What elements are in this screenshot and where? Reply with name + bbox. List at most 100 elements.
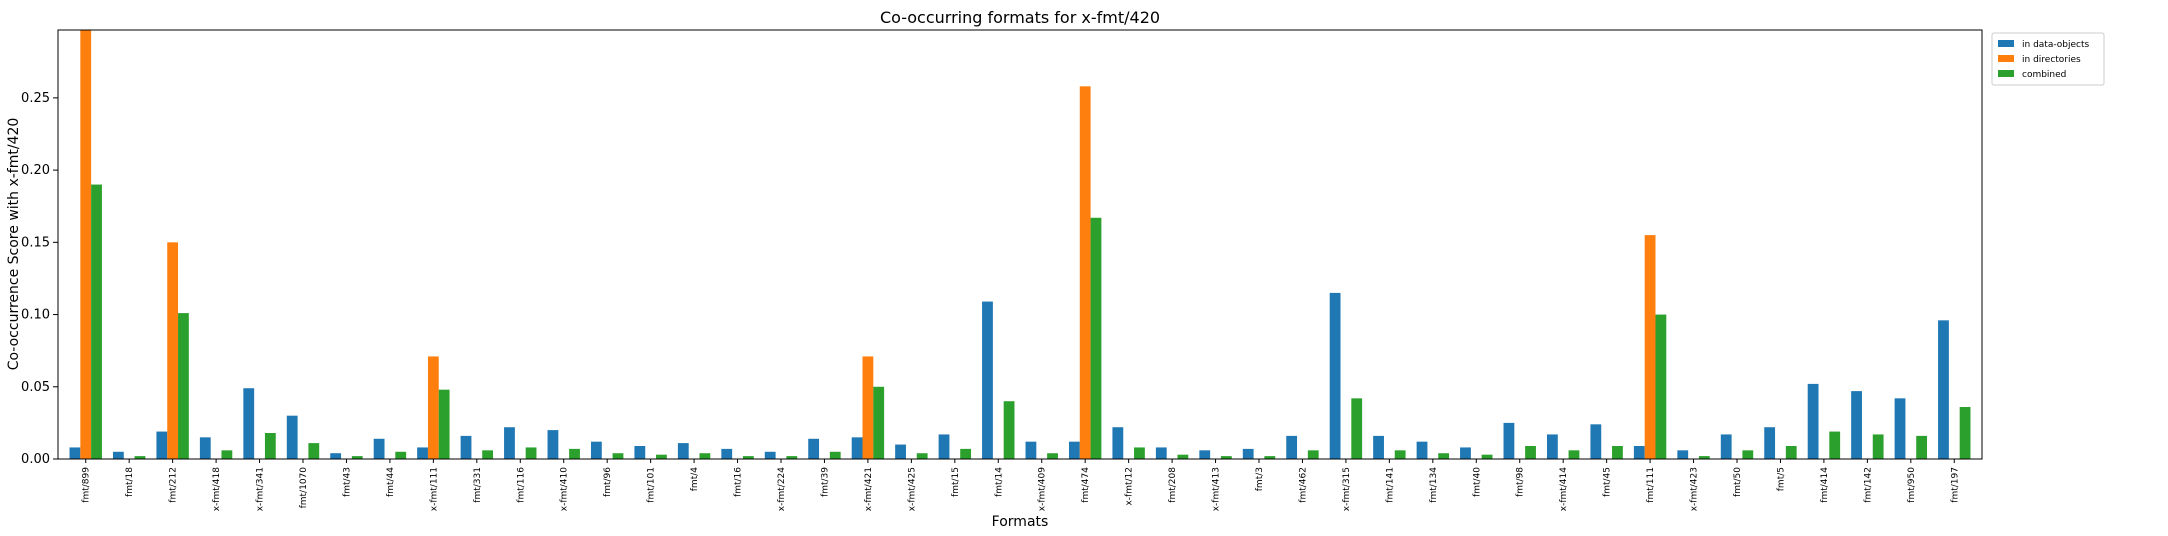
- bar-combined-fmt-197: [1959, 407, 1971, 459]
- legend-frame: [1991, 32, 2105, 86]
- bar-in-data-objects-fmt-116: [504, 427, 515, 459]
- x-tick-label: fmt/950: [1907, 467, 1917, 503]
- bar-combined-fmt-116: [525, 447, 537, 459]
- x-tick-label: fmt/101: [647, 467, 657, 503]
- y-tick-label: 0.25: [21, 91, 50, 106]
- plot-frame: [57, 29, 1983, 460]
- bar-in-data-objects-fmt-899: [69, 447, 81, 459]
- x-tick-label: fmt/414: [1820, 467, 1830, 503]
- bar-in-data-objects-fmt-212: [156, 431, 168, 459]
- x-tick-label: x-fmt/224: [777, 467, 787, 512]
- x-tick-label: fmt/18: [125, 467, 135, 497]
- bar-in-data-objects-fmt-16: [721, 448, 733, 459]
- x-tick-label: x-fmt/111: [429, 467, 439, 511]
- bar-combined-fmt-39: [829, 451, 841, 459]
- x-tick-label: fmt/1070: [299, 467, 309, 509]
- bar-combined-x-fmt-413: [1220, 456, 1232, 459]
- x-tick-label: x-fmt/418: [212, 467, 222, 512]
- bar-in-data-objects-x-fmt-341: [243, 388, 255, 459]
- y-tick-label: 0.15: [21, 235, 50, 250]
- bar-in-data-objects-fmt-50: [1720, 434, 1732, 459]
- x-axis-ticks: fmt/899 fmt/18 fmt/212 x-fmt/418 x-fmt/341 fm…: [82, 459, 1960, 512]
- x-tick-label: fmt/5: [1776, 467, 1786, 491]
- bar-in-data-objects-x-fmt-12: [1112, 427, 1124, 459]
- bar-in-data-objects-x-fmt-421: [851, 437, 863, 459]
- x-tick-label: fmt/208: [1168, 467, 1178, 503]
- bar-combined-x-fmt-423: [1698, 456, 1710, 459]
- bar-combined-fmt-208: [1177, 454, 1189, 459]
- bar-in-data-objects-x-fmt-423: [1677, 450, 1689, 459]
- bar-in-data-objects-x-fmt-418: [199, 437, 211, 459]
- x-tick-label: fmt/474: [1081, 467, 1091, 503]
- bar-combined-fmt-4: [699, 453, 711, 459]
- x-tick-label: fmt/4: [690, 467, 700, 491]
- x-tick-label: fmt/16: [734, 467, 744, 497]
- bar-combined-x-fmt-421: [873, 386, 885, 459]
- x-tick-label: fmt/134: [1429, 467, 1439, 503]
- legend-label: in directories: [2022, 55, 2081, 65]
- bar-in-data-objects-fmt-5: [1764, 427, 1776, 459]
- bar-combined-fmt-5: [1785, 446, 1797, 459]
- bar-combined-x-fmt-12: [1134, 447, 1145, 459]
- x-tick-label: fmt/141: [1385, 467, 1395, 503]
- bar-combined-fmt-50: [1742, 450, 1754, 459]
- x-tick-label: fmt/116: [516, 467, 526, 503]
- bar-combined-x-fmt-425: [916, 453, 928, 459]
- y-axis-ticks: 0.00 0.05 0.10 0.15 0.20 0.25: [21, 91, 58, 467]
- bar-combined-fmt-44: [395, 451, 407, 459]
- bar-combined-fmt-142: [1872, 434, 1884, 459]
- x-tick-label: x-fmt/413: [1212, 467, 1222, 511]
- bar-in-data-objects-fmt-98: [1503, 422, 1515, 459]
- legend-swatch: [1998, 55, 2014, 62]
- bar-in-data-objects-fmt-1070: [286, 415, 298, 459]
- y-axis-label: Co-occurrence Score with x-fmt/420: [6, 118, 22, 371]
- bar-in-data-objects-fmt-3: [1242, 448, 1254, 459]
- bar-in-data-objects-fmt-39: [808, 438, 820, 459]
- bar-combined-fmt-212: [178, 313, 189, 459]
- bar-in-directories-fmt-212: [167, 242, 179, 459]
- legend-label: combined: [2022, 70, 2066, 80]
- bar-in-data-objects-fmt-43: [330, 453, 342, 459]
- bar-combined-fmt-101: [656, 454, 667, 459]
- bar-in-data-objects-fmt-4: [677, 443, 689, 459]
- bar-combined-fmt-462: [1307, 450, 1319, 459]
- x-tick-label: fmt/15: [951, 467, 961, 497]
- x-axis-label: Formats: [992, 514, 1049, 530]
- bar-combined-fmt-43: [351, 456, 363, 459]
- x-tick-label: x-fmt/425: [907, 467, 917, 511]
- bar-combined-fmt-14: [1003, 401, 1015, 459]
- x-tick-label: fmt/40: [1472, 467, 1482, 497]
- chart-title: Co-occurring formats for x-fmt/420: [880, 8, 1160, 27]
- x-tick-label: x-fmt/423: [1690, 467, 1700, 511]
- bar-in-data-objects-fmt-18: [112, 451, 124, 459]
- x-tick-label: fmt/111: [1646, 467, 1656, 503]
- bar-in-data-objects-fmt-44: [373, 438, 385, 459]
- x-tick-label: fmt/331: [473, 467, 483, 503]
- bar-combined-fmt-899: [91, 184, 102, 459]
- legend-swatch: [1998, 40, 2014, 47]
- bar-combined-fmt-45: [1612, 446, 1623, 459]
- x-tick-label: x-fmt/421: [864, 467, 874, 511]
- x-tick-label: x-fmt/409: [1038, 467, 1048, 512]
- bar-in-data-objects-fmt-197: [1938, 320, 1949, 459]
- bar-in-data-objects-fmt-141: [1373, 435, 1384, 459]
- bar-in-data-objects-x-fmt-414: [1546, 434, 1558, 459]
- bar-combined-fmt-18: [134, 456, 146, 459]
- bar-in-data-objects-fmt-111: [1633, 446, 1645, 459]
- bar-combined-fmt-414: [1829, 431, 1841, 459]
- bar-combined-x-fmt-409: [1047, 453, 1058, 459]
- bar-in-data-objects-fmt-331: [460, 435, 472, 459]
- bar-combined-fmt-474: [1090, 217, 1102, 459]
- x-tick-label: fmt/14: [994, 467, 1004, 497]
- x-tick-label: fmt/50: [1733, 467, 1743, 497]
- bar-in-data-objects-fmt-208: [1155, 447, 1167, 459]
- bar-in-data-objects-fmt-474: [1068, 441, 1080, 459]
- bar-in-directories-fmt-111: [1644, 235, 1656, 459]
- bar-in-directories-fmt-474: [1079, 86, 1091, 459]
- bar-in-data-objects-fmt-134: [1416, 441, 1428, 459]
- bar-combined-fmt-950: [1916, 435, 1928, 459]
- bar-combined-x-fmt-315: [1351, 398, 1363, 459]
- legend-swatch: [1998, 70, 2014, 77]
- bars-group: [69, 30, 1971, 459]
